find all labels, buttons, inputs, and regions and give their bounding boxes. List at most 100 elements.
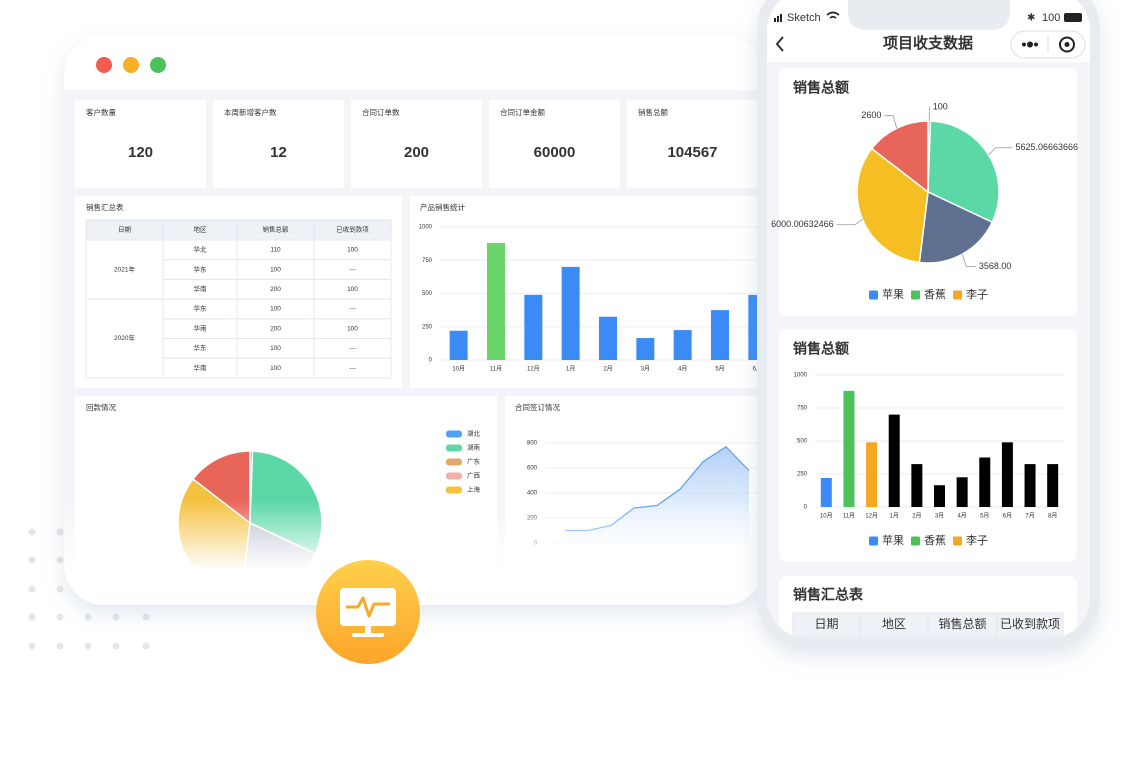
x-tick-label: 6月 [1003,513,1012,520]
table-cell-text: 100 [347,325,358,332]
window-close [96,57,112,73]
x-tick-label: 3月 [935,513,944,520]
card-title: 销售总额 [793,80,849,96]
phone-title: 项目收支数据 [883,34,973,52]
panel-title: 合同签订情况 [515,402,560,412]
x-tick-label: 1月 [566,366,575,373]
table-date: 2020年 [114,333,135,342]
data-label: 100 [933,101,948,111]
legend-label: 香蕉 [924,534,946,547]
data-label: 5625.06663666 [1016,142,1079,152]
x-tick-label: 11月 [843,513,855,520]
pie-slice [927,120,1000,224]
kpi-label: 本周新增客户数 [224,107,277,117]
close-button[interactable] [1059,36,1075,53]
leader-line [961,254,976,267]
pie-slice [918,190,994,264]
table-cell-text: 100 [270,306,281,313]
table-cell-text: 华南 [194,363,208,372]
kpi-label: 销售总额 [638,107,668,117]
table-header-bg [86,220,391,240]
y-tick-label: 1000 [794,373,808,379]
y-tick-label: 250 [422,324,433,330]
table-cell-text: 100 [270,266,281,273]
y-tick-label: 750 [422,258,433,264]
x-tick-label: 7月 [1025,513,1034,520]
battery-icon [1064,13,1082,22]
table-cell-text: 华南 [194,284,208,293]
x-tick-label: 2月 [603,366,612,373]
legend-swatch [446,430,462,438]
x-tick-label: 10月 [452,366,465,373]
x-tick-label: 10月 [820,513,833,520]
menu-dots [1022,41,1038,48]
bar [1047,464,1059,507]
kpi-card [75,100,206,188]
legend-label: 香蕉 [924,288,946,301]
monitor-badge [316,560,420,664]
y-tick-label: 750 [797,406,808,412]
table-cell-text: 华北 [194,245,208,254]
table-cell-text: 100 [347,247,358,254]
legend-label: 上海 [467,485,481,494]
legend-label: 湖南 [467,443,481,452]
kpi-value: 200 [404,144,429,161]
table-header: 销售总额 [938,616,986,631]
table-cell-text: --- [349,306,356,313]
table-header: 日期 [118,226,132,234]
kpi-value: 60000 [534,144,576,161]
bar [636,338,655,360]
legend-label: 广东 [467,457,481,466]
fade-overlay [64,500,764,570]
legend-label: 湖北 [467,429,481,438]
bar [979,457,991,507]
table-cell-text: 100 [347,286,358,293]
bar [911,464,923,507]
bar [1024,464,1036,507]
y-tick-label: 500 [797,439,808,445]
x-tick-label: 8月 [1048,513,1057,520]
table-cell-text: --- [349,365,356,372]
kpi-value: 120 [128,144,153,161]
y-tick-label: 800 [527,441,538,447]
table-cell-text: 200 [270,325,281,332]
panel [410,196,764,388]
x-tick-label: 1月 [890,513,899,520]
bar [888,414,900,507]
y-tick-label: 250 [797,472,808,478]
card-title: 销售汇总表 [793,587,864,603]
table-cell-text: 华东 [194,264,208,273]
kpi-card [489,100,620,188]
legend-swatch [869,536,878,546]
y-tick-label: 500 [422,291,433,297]
y-tick-label: 1000 [419,225,433,231]
legend-swatch [953,536,962,546]
panel-title: 销售汇总表 [86,202,124,212]
legend-swatch [869,290,878,300]
x-tick-label: 2月 [912,513,921,520]
table-header: 销售总额 [263,225,290,234]
kpi-card [351,100,482,188]
legend-label: 苹果 [882,533,904,547]
card [779,329,1077,562]
x-tick-label: 5月 [715,366,724,373]
leader-line [988,147,1013,156]
kpi-value: 104567 [667,144,717,161]
legend-swatch [953,290,962,300]
bar [487,242,505,360]
panel-title: 产品销售统计 [420,202,465,212]
table-cell-text: 华东 [194,343,208,352]
table-date: 2021年 [114,264,135,273]
phone-screen: Sketch ✱ 100 项目收支数据 日期 地区 销售总额 已收到款项 销售汇总表 0 2… [767,0,1090,638]
bar [820,477,832,507]
bar [1001,442,1013,507]
close-dot [1064,42,1070,47]
bar [673,330,692,360]
x-tick-label: 3月 [641,366,650,373]
back-button[interactable] [775,36,784,52]
leader-line [836,219,863,226]
table-cell-text: 200 [270,286,281,293]
table-header: 地区 [194,225,208,234]
legend-label: 李子 [966,533,988,547]
